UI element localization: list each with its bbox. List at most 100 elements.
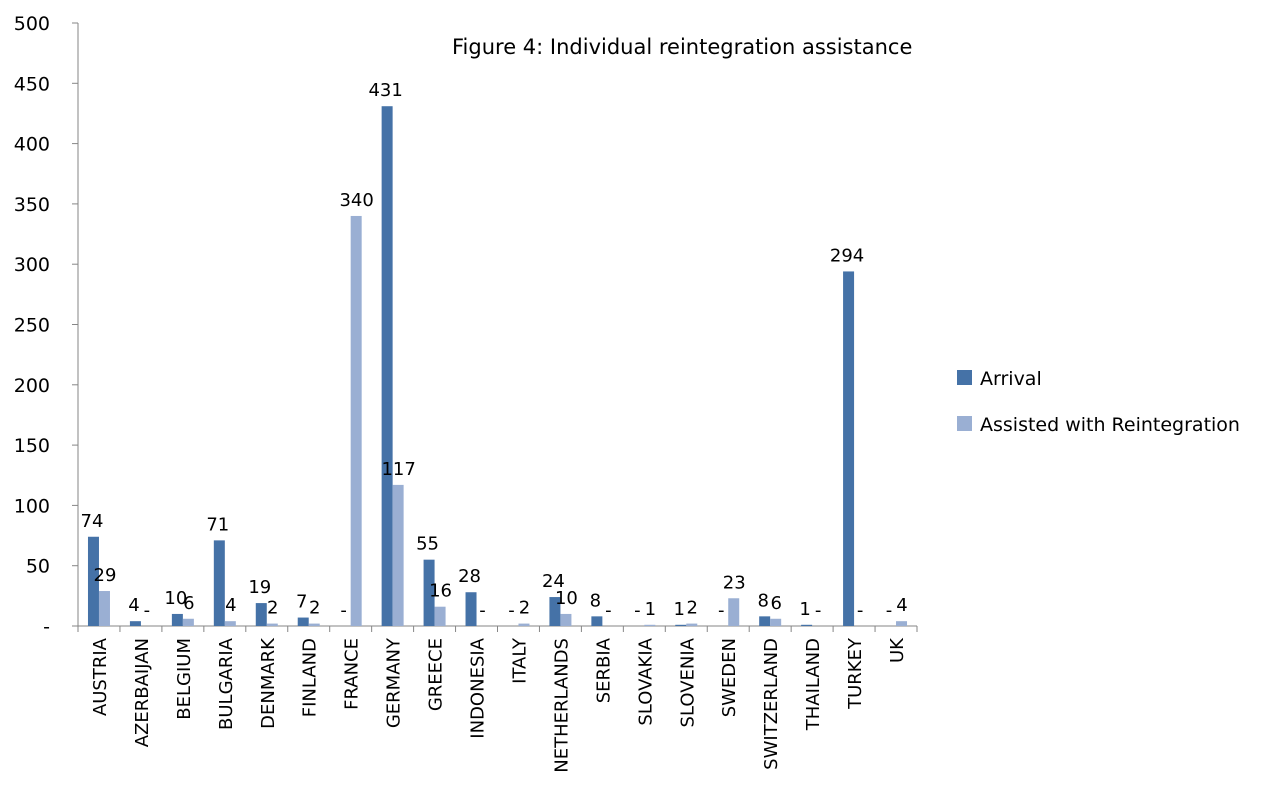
bar-assisted — [182, 618, 194, 626]
bar-arrival — [171, 613, 183, 626]
data-label-arrival: 1 — [674, 599, 685, 620]
y-tick-label: 150 — [14, 435, 50, 457]
data-label-arrival: 10 — [164, 588, 187, 609]
bar-arrival — [255, 603, 267, 626]
bar-arrival — [759, 616, 771, 626]
data-label-arrival: 71 — [206, 514, 229, 535]
data-label-assisted: 29 — [94, 565, 117, 586]
bar-assisted — [686, 623, 698, 626]
x-tick-label: SLOVENIA — [677, 637, 698, 727]
data-label-arrival: 8 — [590, 590, 601, 611]
data-label-assisted: 6 — [183, 593, 194, 614]
data-label-arrival: 7 — [296, 592, 307, 613]
x-tick-label: BULGARIA — [216, 637, 237, 730]
data-label-assisted: 117 — [381, 459, 415, 480]
data-label-arrival: 4 — [128, 595, 139, 616]
bar-assisted — [896, 621, 908, 626]
data-label-assisted: 4 — [896, 595, 907, 616]
bar-arrival — [549, 597, 561, 626]
bar-assisted — [308, 623, 320, 626]
data-label-arrival: 55 — [416, 534, 439, 555]
data-label-assisted: 4 — [225, 595, 236, 616]
data-label-arrival: 431 — [368, 80, 402, 101]
bar-arrival — [591, 616, 603, 626]
y-tick-label: 350 — [14, 194, 50, 216]
bar-arrival — [213, 540, 225, 626]
bar-assisted — [224, 621, 236, 626]
x-tick-label: AUSTRIA — [90, 637, 111, 716]
bar-arrival — [297, 617, 309, 626]
data-label-assisted: - — [857, 600, 864, 621]
y-tick-label: 500 — [14, 13, 50, 35]
bar-assisted — [560, 613, 572, 626]
legend-label-arrival: Arrival — [980, 368, 1042, 390]
y-tick-label: 450 — [14, 73, 50, 95]
x-tick-label: BELGIUM — [174, 638, 195, 720]
bar-arrival — [87, 536, 99, 626]
data-label-assisted: 340 — [339, 190, 373, 211]
bar-assisted — [518, 623, 530, 626]
plot-area: -501001502002503003504004505007429AUSTRI… — [14, 13, 918, 773]
bar-arrival — [129, 621, 141, 626]
x-tick-label: SLOVAKIA — [635, 637, 656, 725]
chart-title: Figure 4: Individual reintegration assis… — [452, 35, 912, 59]
data-label-assisted: 16 — [429, 581, 452, 602]
data-label-arrival: - — [340, 600, 347, 621]
x-tick-label: FINLAND — [300, 638, 321, 717]
data-label-arrival: - — [886, 600, 893, 621]
data-label-arrival: 8 — [757, 590, 768, 611]
data-label-assisted: - — [815, 600, 822, 621]
y-tick-label: 100 — [14, 495, 50, 517]
bar-arrival — [801, 624, 813, 626]
y-tick-label: 400 — [14, 134, 50, 156]
data-label-assisted: 6 — [770, 593, 781, 614]
bar-assisted — [728, 598, 740, 626]
data-label-assisted: - — [144, 600, 151, 621]
data-label-assisted: - — [605, 600, 612, 621]
bar-assisted — [392, 484, 404, 626]
data-label-assisted: 2 — [267, 598, 278, 619]
x-tick-label: THAILAND — [803, 638, 824, 731]
x-tick-label: NETHERLANDS — [551, 638, 572, 773]
data-label-assisted: 10 — [555, 588, 578, 609]
bar-assisted — [266, 623, 278, 626]
bar-assisted — [644, 624, 656, 626]
x-tick-label: TURKEY — [845, 637, 866, 710]
bar-arrival — [465, 592, 477, 626]
x-tick-label: INDONESIA — [468, 637, 489, 738]
data-label-arrival: 1 — [799, 599, 810, 620]
data-label-arrival: - — [508, 600, 515, 621]
x-tick-label: GREECE — [426, 638, 447, 711]
data-label-assisted: 2 — [519, 598, 530, 619]
legend-label-assisted: Assisted with Reintegration — [980, 414, 1240, 436]
x-tick-label: AZERBAIJAN — [132, 638, 153, 747]
bar-assisted — [98, 591, 110, 626]
y-tick-label: 50 — [26, 556, 50, 578]
x-tick-label: FRANCE — [342, 638, 363, 710]
x-tick-label: SWEDEN — [719, 638, 740, 717]
data-label-arrival: 28 — [458, 566, 481, 587]
data-label-assisted: 2 — [687, 598, 698, 619]
legend: Arrival Assisted with Reintegration — [957, 368, 1240, 436]
bar-arrival — [381, 106, 393, 627]
bar-arrival — [423, 559, 435, 626]
x-tick-label: UK — [887, 637, 908, 663]
y-tick-label: 300 — [14, 254, 50, 276]
data-label-assisted: 23 — [723, 572, 746, 593]
x-tick-label: SWITZERLAND — [761, 638, 782, 770]
data-label-assisted: 1 — [645, 599, 656, 620]
x-tick-label: GERMANY — [384, 637, 405, 728]
y-tick-label: - — [43, 616, 50, 638]
bar-assisted — [434, 606, 446, 626]
data-label-assisted: 2 — [309, 598, 320, 619]
bar-assisted — [770, 618, 782, 626]
data-label-assisted: - — [479, 600, 486, 621]
data-label-arrival: 19 — [248, 577, 271, 598]
y-tick-label: 200 — [14, 375, 50, 397]
data-label-arrival: 24 — [542, 571, 565, 592]
bar-arrival — [675, 624, 687, 626]
legend-swatch-arrival — [957, 370, 972, 385]
legend-swatch-assisted — [957, 416, 972, 431]
x-tick-label: SERBIA — [593, 637, 614, 703]
